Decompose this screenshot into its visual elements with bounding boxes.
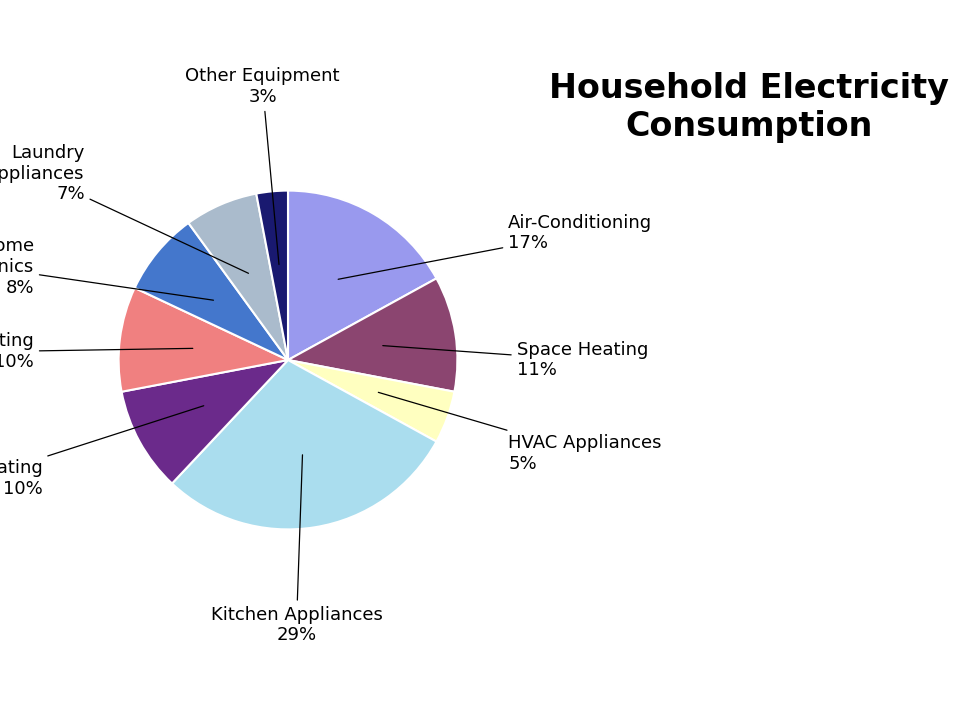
Wedge shape [288, 191, 437, 360]
Text: Lighting
10%: Lighting 10% [0, 332, 193, 371]
Wedge shape [188, 194, 288, 360]
Text: Laundry
Appliances
7%: Laundry Appliances 7% [0, 144, 249, 274]
Wedge shape [172, 360, 437, 529]
Text: Home
Electronics
8%: Home Electronics 8% [0, 237, 213, 300]
Text: Water Heating
10%: Water Heating 10% [0, 406, 204, 498]
Wedge shape [288, 279, 457, 392]
Text: Air-Conditioning
17%: Air-Conditioning 17% [338, 214, 653, 279]
Wedge shape [122, 360, 288, 484]
Wedge shape [256, 191, 288, 360]
Text: HVAC Appliances
5%: HVAC Appliances 5% [378, 392, 661, 472]
Text: Space Heating
11%: Space Heating 11% [383, 341, 648, 379]
Wedge shape [134, 223, 288, 360]
Wedge shape [288, 360, 454, 441]
Wedge shape [119, 288, 288, 392]
Text: Household Electricity
Consumption: Household Electricity Consumption [549, 72, 948, 143]
Text: Kitchen Appliances
29%: Kitchen Appliances 29% [210, 455, 382, 644]
Text: Other Equipment
3%: Other Equipment 3% [185, 67, 340, 264]
